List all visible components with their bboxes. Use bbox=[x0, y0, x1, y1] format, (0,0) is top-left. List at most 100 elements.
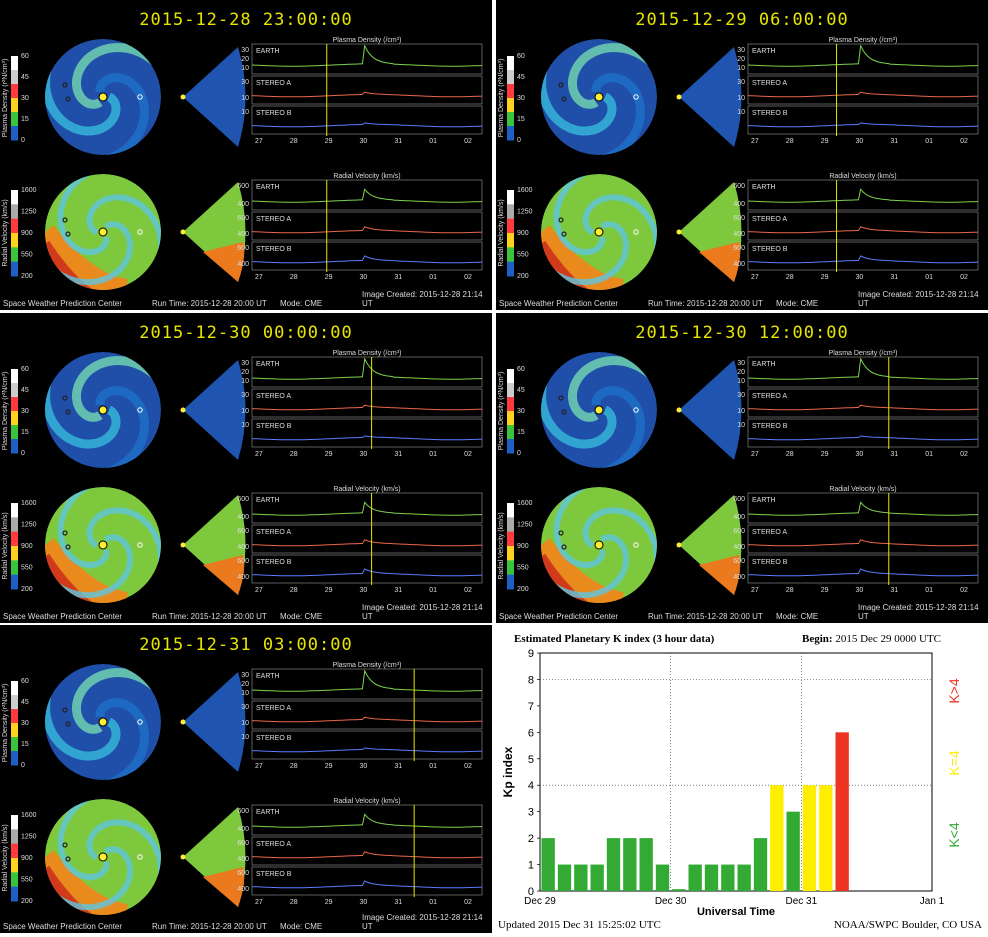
colorbar-tick: 1600 bbox=[21, 812, 37, 819]
plot-frame bbox=[747, 105, 979, 135]
date-tick: 01 bbox=[429, 451, 437, 458]
series-line bbox=[251, 226, 483, 234]
spacecraft-label: STEREO B bbox=[256, 423, 292, 430]
strip-tick: 10 bbox=[241, 109, 249, 116]
colorbar-segment bbox=[11, 247, 18, 263]
strip-tick: 600 bbox=[733, 496, 745, 503]
colorbar-segment bbox=[507, 574, 514, 590]
colorbar-segment bbox=[507, 70, 514, 85]
colorbar-tick: 15 bbox=[21, 741, 29, 748]
series-line bbox=[251, 851, 483, 859]
earth-marker-icon bbox=[633, 407, 639, 413]
colorbar-segment bbox=[11, 70, 18, 85]
stereo-marker-icon bbox=[65, 96, 71, 102]
strip-tick: 400 bbox=[237, 261, 249, 268]
strip-tick: 600 bbox=[237, 840, 249, 847]
date-tick: 30 bbox=[360, 763, 368, 770]
date-tick: 01 bbox=[429, 138, 437, 145]
colorbar-tick: 550 bbox=[21, 252, 33, 259]
colorbar-tick: 0 bbox=[21, 762, 25, 769]
day-tick-label: Dec 30 bbox=[655, 896, 687, 907]
colorbar-segment bbox=[11, 411, 18, 426]
date-tick: 01 bbox=[925, 138, 933, 145]
colorbar-segment bbox=[11, 190, 18, 205]
sun-icon bbox=[180, 854, 186, 860]
series-line bbox=[747, 44, 979, 67]
spacecraft-label: STEREO B bbox=[256, 246, 292, 253]
series-line bbox=[747, 226, 979, 234]
y-tick-label: 2 bbox=[528, 833, 534, 845]
kp-updated: Updated 2015 Dec 31 15:25:02 UTC bbox=[498, 919, 661, 931]
colorbar-segment bbox=[11, 233, 18, 248]
colorbar-segment bbox=[11, 560, 18, 576]
strip-tick: 10 bbox=[737, 65, 745, 72]
colorbar-tick: 30 bbox=[517, 95, 525, 102]
spacecraft-label: STEREO A bbox=[256, 80, 291, 87]
panel-timestamp: 2015-12-28 23:00:00 bbox=[139, 10, 353, 30]
series-line bbox=[251, 716, 483, 723]
date-tick: 30 bbox=[360, 138, 368, 145]
strip-tick: 10 bbox=[737, 109, 745, 116]
panel-timestamp: 2015-12-31 03:00:00 bbox=[139, 635, 353, 655]
colorbar-segment bbox=[11, 84, 18, 99]
strip-tick: 10 bbox=[241, 408, 249, 415]
sun-icon bbox=[594, 405, 604, 415]
footer-run-time: Run Time: 2015-12-28 20:00 UT bbox=[152, 922, 267, 931]
date-tick: 29 bbox=[821, 451, 829, 458]
kp-bar bbox=[770, 785, 784, 891]
plot-title: Radial Velocity (km/s) bbox=[333, 798, 400, 805]
plot-frame bbox=[251, 700, 483, 730]
date-tick: 28 bbox=[290, 763, 298, 770]
colorbar-tick: 1250 bbox=[517, 209, 533, 216]
colorbar-segment bbox=[507, 503, 514, 518]
plot-frame bbox=[747, 356, 979, 388]
stereo-marker-icon bbox=[561, 96, 567, 102]
series-line bbox=[251, 669, 483, 692]
date-tick: 28 bbox=[290, 274, 298, 281]
series-line bbox=[747, 568, 979, 577]
colorbar-segment bbox=[507, 84, 514, 99]
plot-frame bbox=[251, 730, 483, 760]
kp-bar bbox=[655, 864, 670, 891]
date-tick: 02 bbox=[464, 899, 472, 906]
date-tick: 02 bbox=[960, 274, 968, 281]
colorbar-segment bbox=[11, 829, 18, 845]
stereo-marker-icon bbox=[62, 842, 68, 848]
spacecraft-label: STEREO A bbox=[752, 216, 787, 223]
sun-icon bbox=[594, 92, 604, 102]
footer-mode: Mode: CME bbox=[776, 299, 819, 308]
colorbar-segment bbox=[507, 190, 514, 205]
strip-tick: 400 bbox=[237, 201, 249, 208]
stereo-marker-icon bbox=[62, 217, 68, 223]
date-tick: 27 bbox=[255, 587, 263, 594]
legend-entry: K=4 bbox=[946, 750, 962, 776]
density-disc bbox=[45, 664, 161, 780]
series-line bbox=[747, 539, 979, 547]
date-tick: 29 bbox=[325, 451, 333, 458]
colorbar-segment bbox=[11, 218, 18, 234]
spacecraft-label: STEREO A bbox=[256, 529, 291, 536]
date-tick: 27 bbox=[255, 763, 263, 770]
sun-icon bbox=[676, 229, 682, 235]
date-tick: 31 bbox=[890, 138, 898, 145]
kp-bar bbox=[590, 864, 604, 891]
y-tick-label: 5 bbox=[528, 754, 534, 766]
colorbar-tick: 45 bbox=[21, 699, 29, 706]
plot-frame bbox=[747, 43, 979, 75]
series-line bbox=[747, 188, 979, 203]
density-wedge bbox=[183, 47, 246, 147]
stereo-marker-icon bbox=[561, 231, 567, 237]
strip-tick: 10 bbox=[737, 95, 745, 102]
footer-mode: Mode: CME bbox=[280, 922, 323, 931]
earth-marker-icon bbox=[137, 719, 143, 725]
kp-bar bbox=[802, 785, 817, 891]
plot-frame bbox=[747, 554, 979, 584]
kp-begin-value: 2015 Dec 29 0000 UTC bbox=[835, 633, 942, 645]
colorbar-label: Radial Velocity (km/s) bbox=[2, 512, 9, 579]
kp-title: Estimated Planetary K index (3 hour data… bbox=[514, 633, 715, 645]
plot-frame bbox=[251, 836, 483, 866]
date-tick: 30 bbox=[360, 899, 368, 906]
date-tick: 29 bbox=[325, 587, 333, 594]
sun-icon bbox=[98, 92, 108, 102]
plot-frame bbox=[251, 75, 483, 105]
